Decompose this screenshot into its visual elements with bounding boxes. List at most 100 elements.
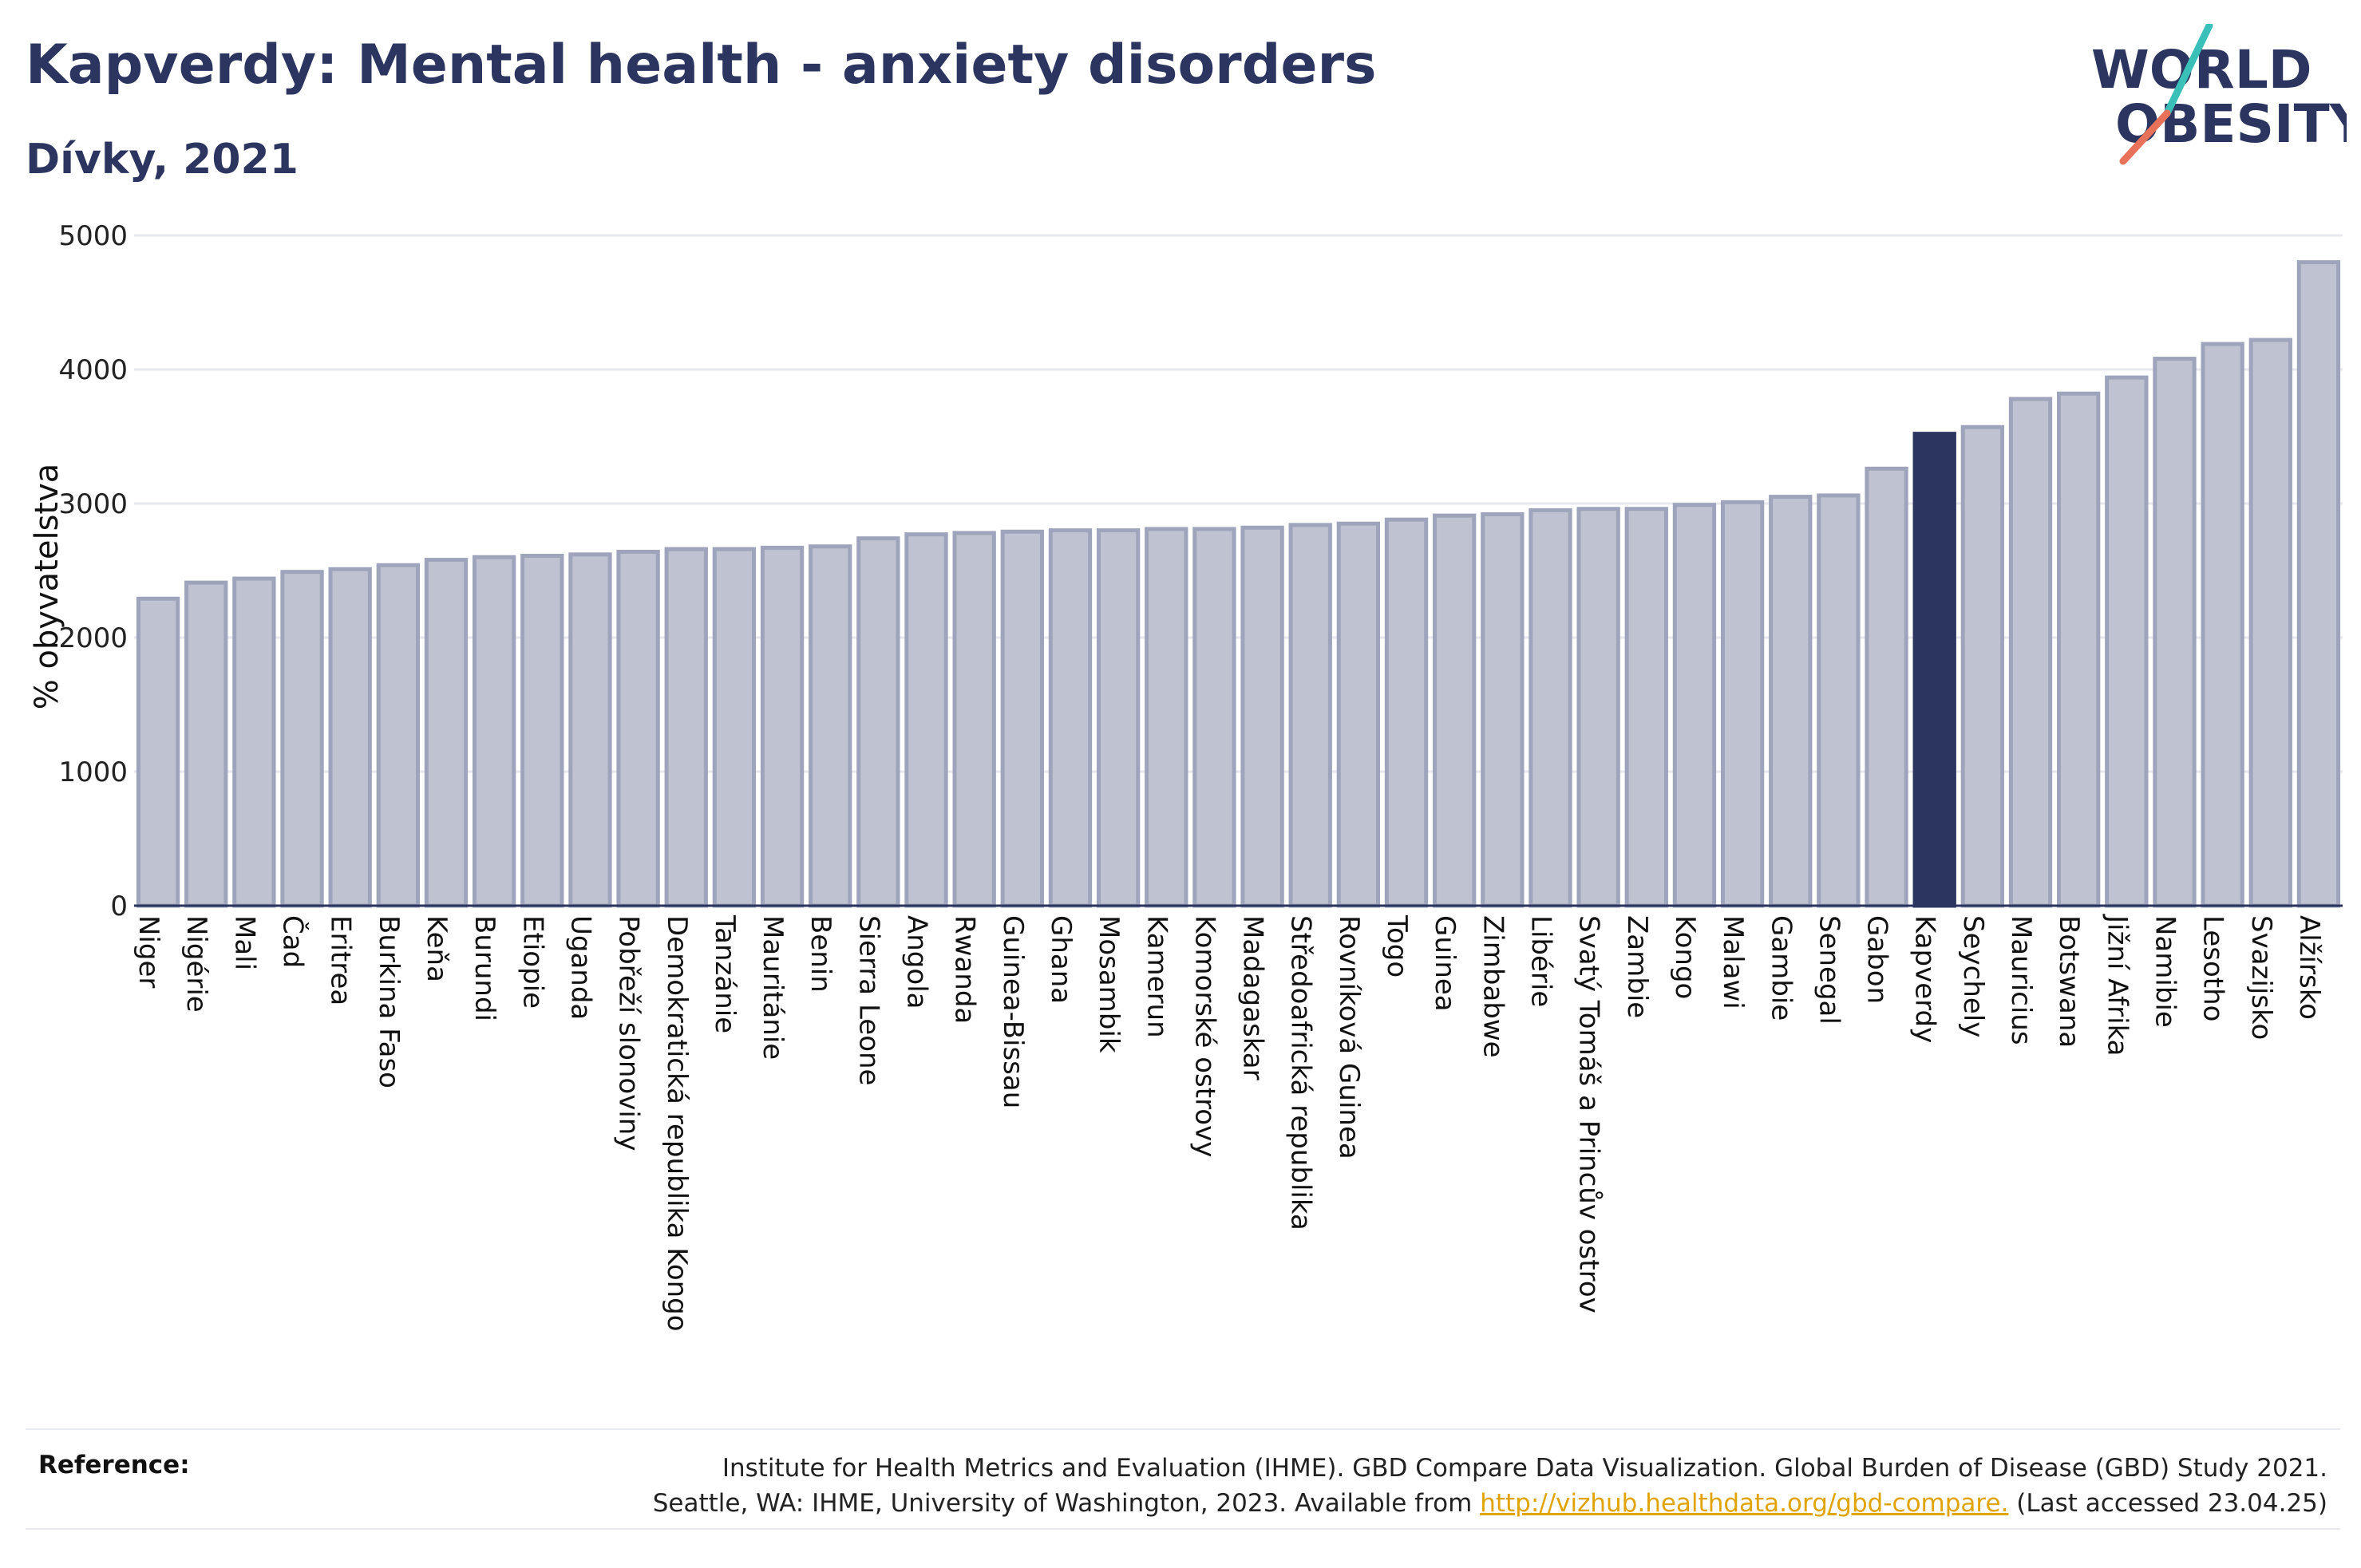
x-tick-label: Alžírsko (2293, 915, 2325, 1020)
x-tick-label: Eritrea (325, 915, 357, 1005)
x-tick-label: Kapverdy (1909, 915, 1941, 1043)
bar-11 (664, 547, 708, 908)
bar-40 (2057, 391, 2101, 908)
reference-line-2-suffix: (Last accessed 23.04.25) (2008, 1489, 2327, 1518)
bar-31 (1624, 507, 1668, 908)
x-tick-label: Gambie (1765, 915, 1797, 1021)
bar-35 (1817, 493, 1861, 908)
world-obesity-logo: WORLD OBESITY (2091, 24, 2347, 165)
logo-slash-teal (2163, 24, 2213, 117)
x-tick-label: Rwanda (949, 915, 981, 1024)
y-tick-label: 2000 (58, 622, 128, 654)
bars (136, 260, 2341, 908)
y-tick-label: 4000 (58, 354, 128, 386)
bar-45 (2296, 260, 2341, 908)
x-tick-label: Pobřeží slonoviny (613, 915, 645, 1151)
x-tick-label: Zambie (1621, 915, 1653, 1018)
bar-16 (904, 532, 948, 908)
x-tick-label: Svatý Tomáš a Princův ostrov (1573, 915, 1605, 1313)
footer-divider (26, 1428, 2340, 1430)
x-tick-label: Angola (901, 915, 933, 1009)
y-axis-ticks: 0 1000 2000 3000 4000 5000 (58, 220, 128, 922)
x-tick-label: Ghana (1045, 915, 1077, 1004)
reference-label: Reference: (38, 1451, 190, 1479)
bar-10 (616, 549, 660, 908)
x-tick-label: Zimbabwe (1477, 915, 1509, 1058)
bar-21 (1145, 527, 1188, 908)
x-tick-label: Tanzánie (709, 914, 741, 1033)
x-tick-label: Demokratická republika Kongo (661, 915, 693, 1332)
bar-26 (1384, 517, 1429, 908)
x-tick-label: Kongo (1669, 915, 1701, 999)
x-tick-label: Mosambik (1093, 915, 1125, 1053)
page-title: Kapverdy: Mental health - anxiety disord… (26, 34, 1377, 97)
bar-38 (1960, 425, 2005, 908)
reference-text: Institute for Health Metrics and Evaluat… (653, 1451, 2327, 1521)
bar-28 (1481, 511, 1525, 908)
y-axis-title: % obyvatelstva (29, 464, 65, 710)
x-tick-label: Namibie (2149, 915, 2181, 1028)
x-tick-label: Libérie (1525, 915, 1556, 1007)
bar-19 (1048, 528, 1093, 908)
x-tick-label: Malawi (1717, 915, 1749, 1009)
bar-34 (1769, 495, 1813, 908)
bar-14 (809, 544, 852, 908)
bar-2 (232, 576, 276, 908)
x-axis-labels: Niger Nigérie Mali Čad Eritrea Burkina Faso Ke… (132, 914, 2325, 1332)
y-tick-label: 5000 (58, 220, 128, 252)
bar-12 (712, 547, 757, 908)
bar-32 (1672, 503, 1717, 908)
bar-9 (568, 552, 612, 908)
bar-0 (136, 596, 180, 908)
y-tick-label: 1000 (58, 756, 128, 788)
x-tick-label: Seychely (1957, 915, 1989, 1037)
x-tick-label: Burkina Faso (373, 915, 405, 1088)
bar-8 (520, 554, 564, 908)
bar-3 (280, 570, 324, 908)
x-tick-label: Guinea-Bissau (997, 915, 1029, 1108)
x-tick-label: Gabon (1861, 915, 1893, 1004)
reference-line-2-prefix: Seattle, WA: IHME, University of Washing… (652, 1489, 1481, 1518)
bar-27 (1433, 513, 1477, 908)
x-tick-label: Čad (277, 915, 310, 968)
x-tick-label: Lesotho (2197, 915, 2229, 1021)
bar-20 (1096, 528, 1141, 908)
bar-7 (472, 555, 516, 908)
bar-39 (2008, 397, 2053, 908)
bar-25 (1336, 521, 1381, 908)
bar-24 (1288, 523, 1332, 908)
x-tick-label: Mali (228, 915, 260, 970)
x-tick-label: Mauricius (2005, 915, 2037, 1045)
bar-42 (2153, 357, 2197, 908)
x-tick-label: Botswana (2053, 915, 2085, 1048)
bar-5 (376, 563, 420, 908)
bar-29 (1529, 508, 1572, 908)
x-tick-label: Nigérie (180, 915, 212, 1013)
x-tick-label: Etiopie (516, 915, 548, 1009)
x-tick-label: Středoafrická republika (1285, 915, 1317, 1230)
bar-22 (1192, 527, 1236, 908)
x-tick-label: Jižní Afrika (2101, 914, 2133, 1057)
x-tick-label: Komorské ostrovy (1188, 915, 1220, 1157)
bar-44 (2248, 338, 2292, 908)
bar-41 (2105, 375, 2149, 908)
x-tick-label: Rovníková Guinea (1333, 915, 1365, 1159)
logo-slash-coral (2119, 109, 2171, 165)
bar-17 (952, 531, 996, 908)
x-tick-label: Keňa (421, 915, 453, 982)
page-subtitle: Dívky, 2021 (26, 136, 299, 184)
x-tick-label: Burundi (469, 915, 500, 1021)
bar-1 (184, 580, 228, 908)
x-tick-label: Madagaskar (1237, 915, 1269, 1080)
bar-18 (1000, 529, 1044, 908)
x-tick-label: Sierra Leone (852, 915, 884, 1085)
x-tick-label: Niger (132, 915, 164, 988)
x-tick-label: Uganda (564, 915, 596, 1020)
x-tick-label: Svazijsko (2245, 915, 2277, 1040)
x-tick-label: Togo (1381, 914, 1413, 978)
bar-chart: 0 1000 2000 3000 4000 5000 Niger Nigérie Mali Ča… (29, 220, 2343, 1332)
bar-36 (1865, 466, 1908, 908)
bar-30 (1576, 507, 1620, 908)
bar-33 (1720, 500, 1765, 908)
reference-link[interactable]: http://vizhub.healthdata.org/gbd-compare… (1480, 1489, 2009, 1518)
